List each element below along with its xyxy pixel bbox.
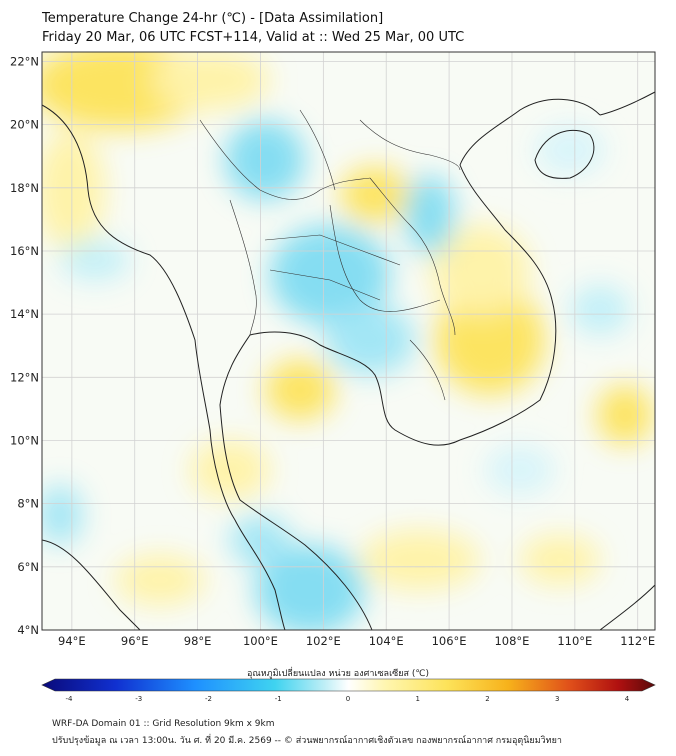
lat-tick-label: 16°N [10, 244, 39, 258]
lat-tick-label: 12°N [10, 370, 39, 384]
colorbar-ramp [41, 678, 656, 692]
lat-tick-label: 8°N [17, 497, 39, 511]
temperature-field [42, 52, 655, 630]
lat-tick-label: 6°N [17, 560, 39, 574]
lat-tick-label: 4°N [17, 623, 39, 637]
colorbar-tick-label: -3 [135, 695, 142, 703]
lon-tick-label: 94°E [58, 634, 86, 648]
colorbar-tick-label: 0 [346, 695, 350, 703]
longitude-axis: 94°E 96°E 98°E 100°E 102°E 104°E 106°E 108°E 110… [58, 634, 655, 648]
lat-tick-label: 18°N [10, 181, 39, 195]
colorbar-tick-label: 3 [555, 695, 559, 703]
lon-tick-label: 98°E [184, 634, 212, 648]
colorbar-tick-label: 2 [485, 695, 489, 703]
chart-subtitle: Friday 20 Mar, 06 UTC FCST+114, Valid at… [42, 30, 465, 45]
lat-tick-label: 20°N [10, 118, 39, 132]
lon-tick-label: 100°E [243, 634, 278, 648]
lon-tick-label: 96°E [121, 634, 149, 648]
colorbar-tick-label: -2 [205, 695, 212, 703]
map-frame [41, 51, 656, 631]
admin-borders [199, 109, 461, 401]
lat-tick-label: 22°N [10, 54, 39, 68]
lon-tick-label: 112°E [620, 634, 655, 648]
colorbar: -4 -3 -2 -1 0 1 2 3 4 [41, 678, 656, 703]
footer-credit: ปรับปรุงข้อมูล ณ เวลา 13:00น. วัน ศ. ที่… [52, 736, 562, 746]
coastlines [42, 91, 655, 630]
lat-tick-label: 14°N [10, 307, 39, 321]
colorbar-tick-label: -1 [275, 695, 282, 703]
colorbar-tick-label: 1 [416, 695, 420, 703]
lon-tick-label: 102°E [306, 634, 341, 648]
colorbar-tick-label: 4 [625, 695, 630, 703]
lat-tick-label: 10°N [10, 433, 39, 447]
lon-tick-label: 110°E [557, 634, 592, 648]
colorbar-tick-label: -4 [66, 695, 74, 703]
latitude-axis: 22°N 20°N 18°N 16°N 14°N 12°N 10°N 8°N 6°N 4°N [10, 54, 39, 637]
colorbar-title: อุณหภูมิเปลี่ยนแปลง หน่วย องศาเซลเซียส (… [246, 669, 430, 679]
lon-tick-label: 108°E [494, 634, 529, 648]
footer-model-info: WRF-DA Domain 01 :: Grid Resolution 9km … [52, 719, 275, 729]
lon-tick-label: 106°E [432, 634, 467, 648]
chart-title: Temperature Change 24-hr (℃) - [Data Ass… [42, 11, 384, 26]
lon-tick-label: 104°E [369, 634, 404, 648]
graticule [42, 52, 655, 630]
